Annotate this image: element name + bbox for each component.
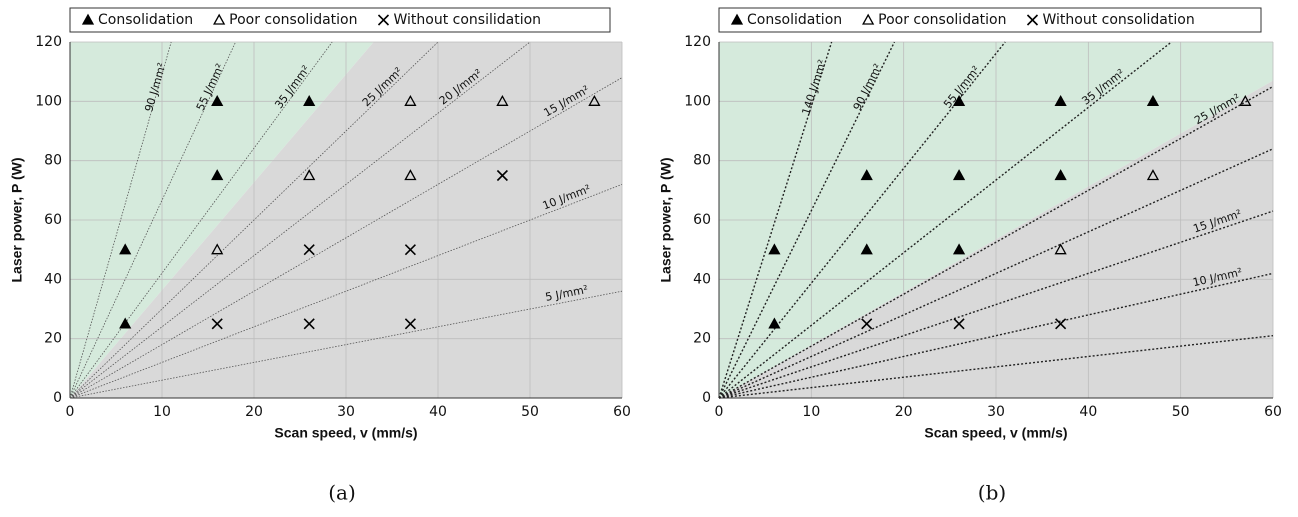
y-tick-label: 20 (693, 331, 711, 347)
point (404, 94, 417, 106)
point (860, 169, 873, 181)
y-tick-label: 20 (44, 331, 62, 347)
x-tick-label: 30 (987, 404, 1005, 420)
point (303, 244, 315, 256)
caption: (a) (328, 481, 356, 505)
x-tick-label: 50 (1172, 404, 1190, 420)
point (952, 243, 966, 255)
x-axis-label: Scan speed, v (mm/s) (924, 425, 1067, 441)
energy-line (69, 184, 623, 399)
point (952, 94, 966, 106)
legend-marker (377, 14, 390, 26)
x-tick-label: 30 (337, 404, 355, 420)
legend: Consolidation Poor consolidation Without c… (718, 7, 1262, 33)
y-axis-label: Laser power, P (W) (658, 158, 674, 283)
y-tick-label: 60 (693, 212, 711, 228)
point (588, 94, 601, 106)
legend-label: Without consolidation (1042, 12, 1194, 28)
point (952, 169, 966, 181)
x-tick-label: 20 (245, 404, 263, 420)
energy-line (718, 335, 1274, 399)
x-tick-label: 50 (521, 404, 539, 420)
x-tick-label: 40 (429, 404, 447, 420)
legend-label: Without consilidation (393, 12, 541, 28)
y-tick-label: 120 (35, 34, 62, 50)
point (768, 317, 781, 329)
point (404, 318, 416, 330)
legend-box (718, 7, 1262, 33)
point (1054, 243, 1067, 255)
point (496, 169, 508, 182)
legend-label: Consolidation (747, 12, 842, 28)
legend-label: Poor consolidation (878, 12, 1006, 28)
point (860, 243, 873, 255)
y-tick-label: 80 (44, 153, 62, 169)
y-axis-label: Laser power, P (W) (9, 158, 25, 283)
y-tick-label: 0 (702, 390, 711, 406)
point (1054, 169, 1067, 181)
y-tick-label: 100 (684, 93, 711, 109)
y-tick-label: 0 (53, 390, 62, 406)
y-tick-label: 60 (44, 212, 62, 228)
x-axis-label: Scan speed, v (mm/s) (274, 425, 417, 441)
x-tick-label: 60 (1264, 404, 1282, 420)
y-tick-label: 100 (35, 93, 62, 109)
x-tick-label: 10 (153, 404, 171, 420)
energy-line (718, 272, 1274, 399)
point (211, 94, 224, 106)
x-tick-label: 20 (895, 404, 913, 420)
energy-line (718, 148, 1274, 399)
legend-box (69, 7, 611, 33)
energy-line (718, 210, 1274, 399)
panel: 90 J/mm² 55 J/mm² 35 J/mm² 25 J/mm² 20 J/mm²… (9, 7, 631, 505)
x-tick-label: 0 (66, 404, 75, 420)
point (303, 318, 315, 330)
y-tick-label: 80 (693, 153, 711, 169)
legend-marker (213, 13, 226, 25)
point (303, 169, 316, 181)
point (768, 243, 781, 255)
y-tick-label: 40 (693, 271, 711, 287)
caption: (b) (978, 481, 1006, 505)
energy-line (69, 41, 531, 399)
y-tick-label: 40 (44, 271, 62, 287)
point (211, 243, 224, 255)
x-tick-label: 10 (802, 404, 820, 420)
energy-line (69, 41, 236, 399)
legend-label: Poor consolidation (229, 12, 357, 28)
point (404, 244, 416, 256)
y-tick-label: 120 (684, 34, 711, 50)
point (119, 243, 132, 255)
point (496, 94, 509, 106)
x-tick-label: 60 (613, 404, 631, 420)
legend: Consolidation Poor consolidation Without c… (69, 7, 611, 33)
legend-marker (1026, 14, 1039, 26)
x-tick-label: 0 (715, 404, 724, 420)
legend-label: Consolidation (98, 12, 193, 28)
point (1146, 169, 1160, 181)
point (1239, 94, 1252, 106)
point (1146, 94, 1160, 106)
x-tick-label: 40 (1079, 404, 1097, 420)
energy-line (69, 77, 623, 399)
legend-marker (862, 13, 875, 25)
point (303, 94, 316, 106)
energy-line (69, 41, 439, 399)
point (861, 318, 873, 330)
point (1055, 318, 1067, 330)
legend-marker (730, 13, 744, 25)
point (953, 318, 965, 330)
energy-line (718, 85, 1274, 399)
point (404, 169, 417, 181)
point (119, 317, 132, 329)
point (211, 169, 224, 181)
legend-marker (81, 13, 95, 25)
energy-line (69, 290, 623, 399)
point (211, 318, 223, 330)
point (1054, 94, 1067, 106)
